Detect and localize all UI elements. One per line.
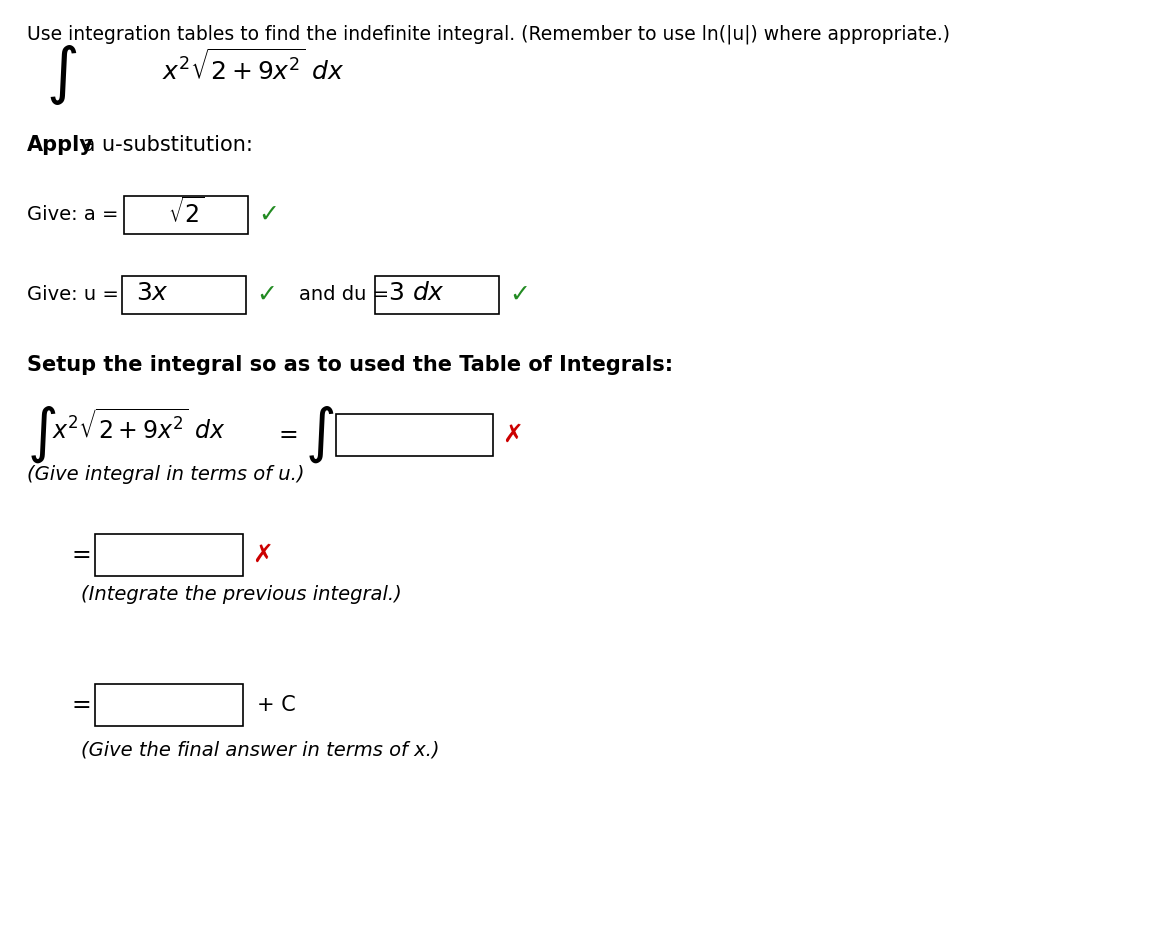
Text: ✓: ✓: [510, 282, 531, 307]
Text: + C: + C: [257, 694, 296, 715]
FancyBboxPatch shape: [336, 414, 494, 457]
Text: Give: a =: Give: a =: [26, 205, 124, 225]
FancyBboxPatch shape: [96, 684, 243, 726]
Text: Setup the integral so as to used the Table of Integrals:: Setup the integral so as to used the Tab…: [26, 355, 673, 375]
Text: (Give integral in terms of u.): (Give integral in terms of u.): [26, 465, 304, 484]
Text: $x^2\sqrt{2 + 9x^2}\ dx$: $x^2\sqrt{2 + 9x^2}\ dx$: [162, 49, 345, 85]
Text: $\int$: $\int$: [26, 404, 56, 464]
Text: $3x$: $3x$: [136, 282, 168, 305]
Text: ✗: ✗: [252, 543, 273, 566]
Text: =: =: [71, 692, 91, 716]
Text: ✓: ✓: [259, 203, 280, 227]
Text: and du =: and du =: [298, 285, 395, 304]
FancyBboxPatch shape: [96, 534, 243, 577]
Text: (Integrate the previous integral.): (Integrate the previous integral.): [81, 585, 402, 604]
Text: $\int$: $\int$: [46, 43, 77, 107]
Text: $x^2\sqrt{2 + 9x^2}\ dx$: $x^2\sqrt{2 + 9x^2}\ dx$: [53, 409, 226, 445]
Text: a u-substitution:: a u-substitution:: [76, 135, 253, 155]
Text: ✗: ✗: [502, 423, 523, 447]
Text: ✓: ✓: [257, 282, 277, 307]
Text: =: =: [279, 423, 298, 447]
Text: $\int$: $\int$: [305, 404, 335, 464]
FancyBboxPatch shape: [124, 196, 249, 235]
Text: $\sqrt{2}$: $\sqrt{2}$: [168, 197, 205, 228]
Text: Use integration tables to find the indefinite integral. (Remember to use ln(|u|): Use integration tables to find the indef…: [26, 25, 950, 44]
FancyBboxPatch shape: [375, 277, 500, 314]
Text: =: =: [71, 543, 91, 566]
Text: (Give the final answer in terms of x.): (Give the final answer in terms of x.): [81, 740, 440, 759]
Text: Give: u =: Give: u =: [26, 285, 124, 304]
FancyBboxPatch shape: [122, 277, 246, 314]
Text: $3\ dx$: $3\ dx$: [388, 282, 445, 305]
Text: Apply: Apply: [26, 135, 93, 155]
